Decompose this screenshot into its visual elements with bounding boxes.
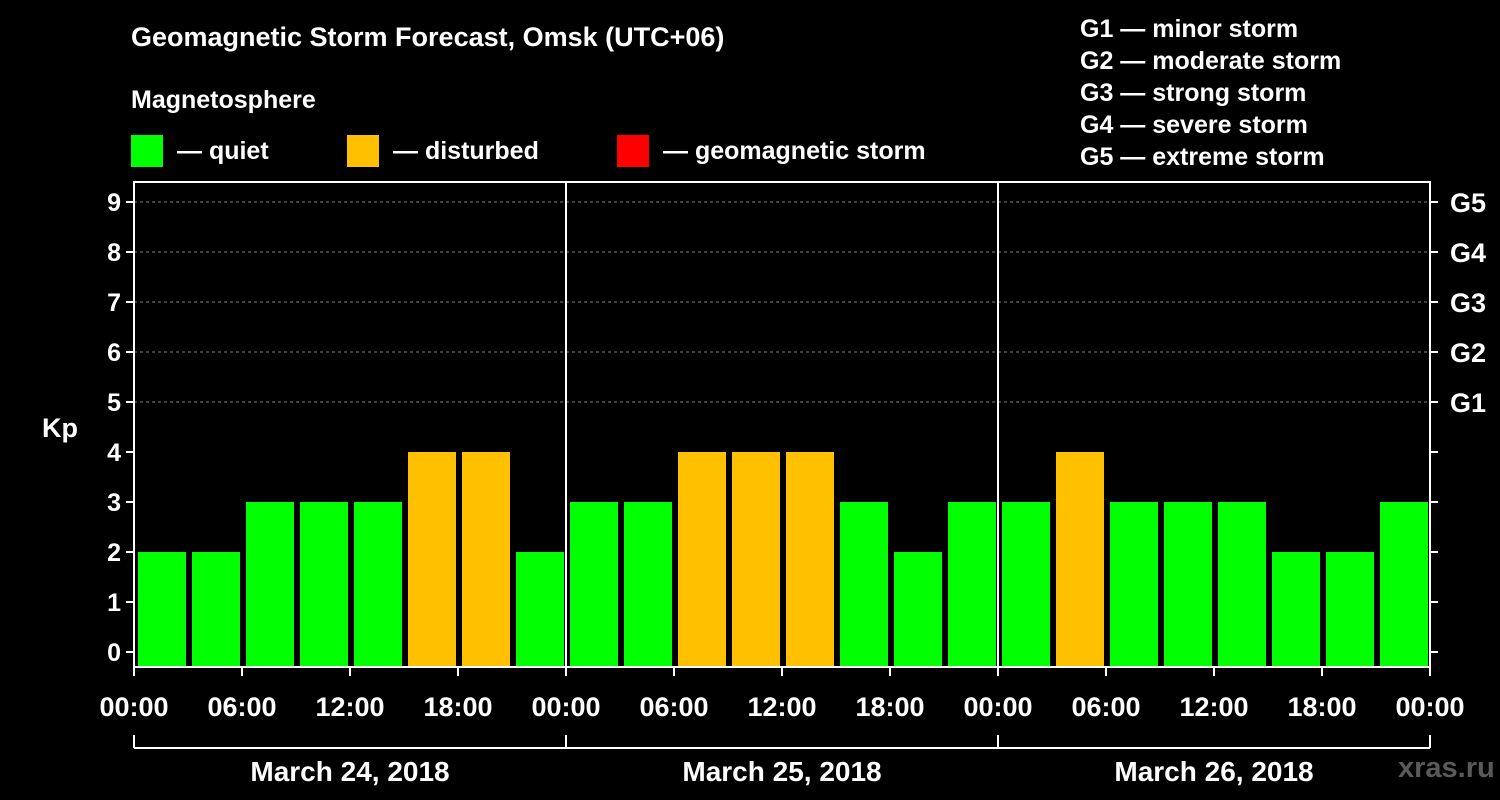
storm-level-label-g1: G1 (1450, 388, 1486, 418)
y-axis-label: Kp (42, 413, 78, 443)
kp-bar-3 (300, 502, 348, 667)
kp-bar-2 (246, 502, 294, 667)
day-label-1: March 25, 2018 (682, 756, 881, 787)
x-tick-label-2: 12:00 (315, 692, 384, 722)
y-tick-label-1: 1 (107, 589, 121, 617)
kp-bar-5 (408, 452, 456, 667)
kp-bar-13 (840, 502, 888, 667)
storm-scale-g4: G4 — severe storm (1080, 111, 1308, 139)
storm-level-label-g5: G5 (1450, 188, 1486, 218)
kp-bar-23 (1380, 502, 1428, 667)
legend-swatch-storm (617, 135, 649, 167)
legend-label-quiet: — quiet (177, 136, 269, 165)
kp-bar-12 (786, 452, 834, 667)
legend-item-storm: — geomagnetic storm (617, 134, 926, 168)
storm-scale-g5: G5 — extreme storm (1080, 143, 1325, 171)
watermark: xras.ru (1398, 752, 1495, 784)
day-label-2: March 26, 2018 (1114, 756, 1313, 787)
y-tick-label-4: 4 (107, 439, 121, 467)
legend-swatch-disturbed (347, 135, 379, 167)
kp-bar-7 (516, 552, 564, 667)
kp-bar-17 (1056, 452, 1104, 667)
kp-bar-20 (1218, 502, 1266, 667)
kp-bar-14 (894, 552, 942, 667)
y-tick-label-2: 2 (107, 539, 121, 567)
storm-scale-g2: G2 — moderate storm (1080, 47, 1342, 75)
x-tick-label-12: 00:00 (1395, 692, 1464, 722)
x-tick-label-4: 00:00 (531, 692, 600, 722)
storm-scale-g3: G3 — strong storm (1080, 79, 1307, 107)
kp-bar-21 (1272, 552, 1320, 667)
y-tick-label-7: 7 (107, 289, 121, 317)
x-tick-label-3: 18:00 (423, 692, 492, 722)
x-tick-label-9: 06:00 (1071, 692, 1140, 722)
day-label-0: March 24, 2018 (250, 756, 449, 787)
legend-swatch-quiet (131, 135, 163, 167)
kp-bar-1 (192, 552, 240, 667)
y-tick-label-8: 8 (107, 239, 121, 267)
kp-bar-0 (138, 552, 186, 667)
kp-bar-4 (354, 502, 402, 667)
x-tick-label-6: 12:00 (747, 692, 816, 722)
x-tick-label-10: 12:00 (1179, 692, 1248, 722)
y-tick-label-5: 5 (107, 389, 121, 417)
chart-title: Geomagnetic Storm Forecast, Omsk (UTC+06… (131, 22, 725, 52)
legend-item-disturbed: — disturbed (347, 134, 539, 168)
storm-level-label-g2: G2 (1450, 338, 1486, 368)
x-tick-label-7: 18:00 (855, 692, 924, 722)
kp-bar-9 (624, 502, 672, 667)
kp-bar-8 (570, 502, 618, 667)
x-tick-label-0: 00:00 (99, 692, 168, 722)
kp-bar-19 (1164, 502, 1212, 667)
storm-level-label-g3: G3 (1450, 288, 1486, 318)
legend-label-storm: — geomagnetic storm (663, 136, 926, 165)
x-tick-label-11: 18:00 (1287, 692, 1356, 722)
legend-item-quiet: — quiet (131, 134, 269, 168)
x-tick-label-1: 06:00 (207, 692, 276, 722)
x-tick-label-8: 00:00 (963, 692, 1032, 722)
kp-bar-16 (1002, 502, 1050, 667)
y-tick-label-6: 6 (107, 339, 121, 367)
kp-bar-10 (678, 452, 726, 667)
kp-bar-18 (1110, 502, 1158, 667)
storm-scale-g1: G1 — minor storm (1080, 15, 1299, 43)
legend-title: Magnetosphere (131, 86, 316, 114)
x-tick-label-5: 06:00 (639, 692, 708, 722)
kp-bar-22 (1326, 552, 1374, 667)
y-tick-label-3: 3 (107, 489, 121, 517)
storm-scale-legend: G1 — minor storm G2 — moderate storm G3 … (1080, 13, 1341, 173)
kp-bar-15 (948, 502, 996, 667)
legend-label-disturbed: — disturbed (393, 136, 539, 165)
y-tick-label-0: 0 (107, 639, 121, 667)
y-tick-label-9: 9 (107, 189, 121, 217)
kp-bar-6 (462, 452, 510, 667)
storm-level-label-g4: G4 (1450, 238, 1486, 268)
kp-bar-11 (732, 452, 780, 667)
